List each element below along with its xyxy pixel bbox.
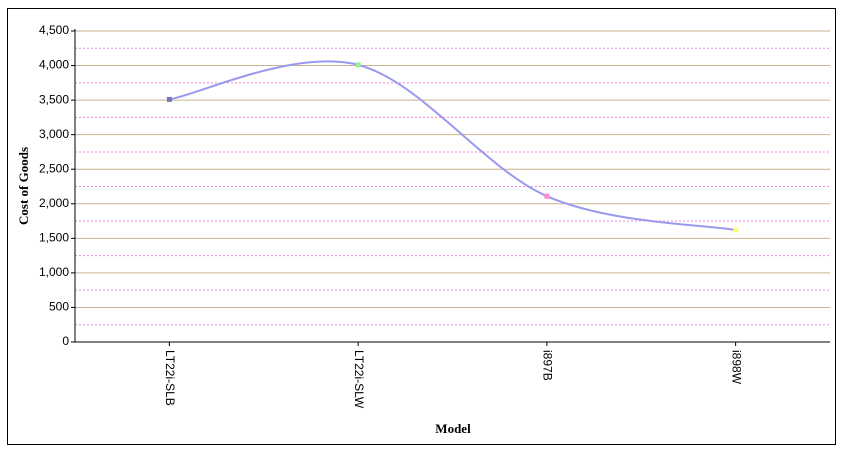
y-tick-label: 1,000 xyxy=(39,265,69,279)
y-tick-label: 4,000 xyxy=(39,58,69,72)
line xyxy=(169,60,736,232)
marker xyxy=(733,227,739,233)
y-axis-title: Cost of Goods xyxy=(16,147,31,225)
y-tick-label: 3,500 xyxy=(39,92,69,106)
y-tick-label: 0 xyxy=(62,334,69,348)
marker xyxy=(355,62,361,68)
y-tick-label: 2,000 xyxy=(39,196,69,210)
x-axis-title: Model xyxy=(435,421,471,436)
x-tick-label: i897B xyxy=(541,350,555,381)
marker xyxy=(544,193,550,199)
y-tick-label: 1,500 xyxy=(39,231,69,245)
x-tick-label: i898W xyxy=(729,350,743,385)
y-tick-label: 500 xyxy=(49,300,69,314)
y-tick-label: 3,000 xyxy=(39,127,69,141)
marker xyxy=(166,96,172,102)
y-tick-label: 2,500 xyxy=(39,161,69,175)
y-tick-label: 4,500 xyxy=(39,23,69,37)
x-tick-label: LT22i-SLB xyxy=(163,350,177,406)
x-tick-label: LT22i-SLW xyxy=(352,350,366,409)
